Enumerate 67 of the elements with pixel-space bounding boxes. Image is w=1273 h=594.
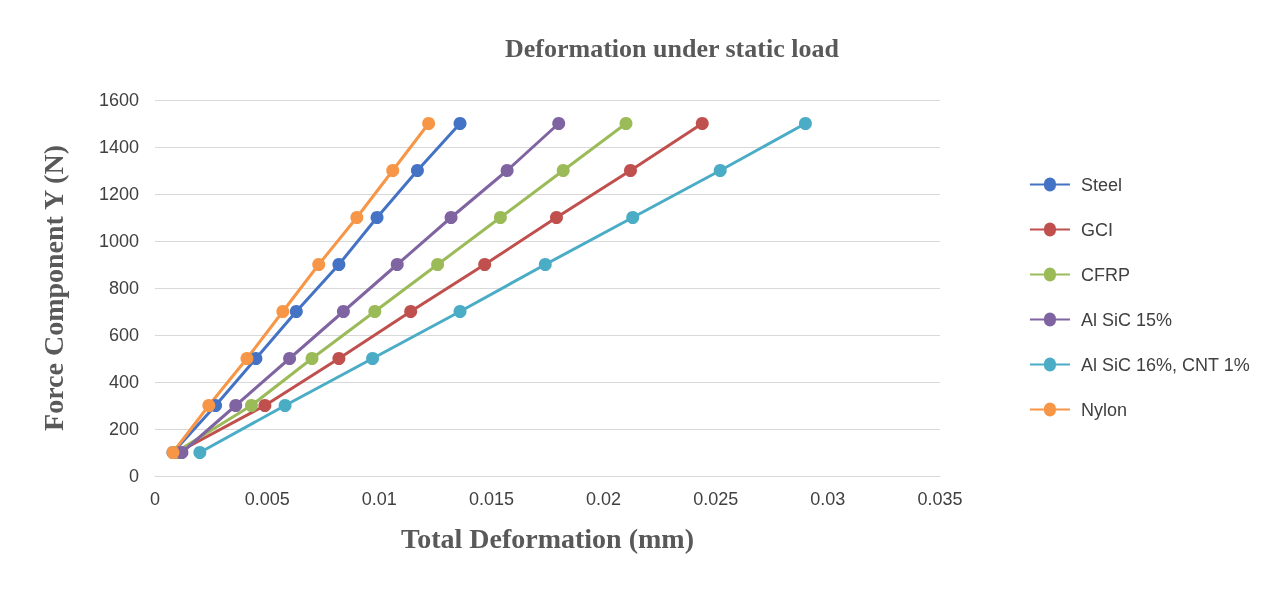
x-tick-label: 0	[149, 489, 161, 509]
point	[431, 258, 445, 271]
y-tick-label: 1200	[98, 184, 139, 204]
y-axis-title: Force Component Y (N)	[37, 145, 69, 431]
point	[350, 211, 364, 224]
point	[202, 399, 216, 412]
point	[404, 305, 418, 318]
legend-label: Nylon	[1080, 399, 1127, 420]
x-tick-label: 0.01	[361, 489, 397, 509]
point	[370, 211, 384, 224]
point	[626, 211, 640, 224]
x-tick-label: 0.015	[468, 489, 514, 509]
x-tick-label: 0.005	[244, 489, 290, 509]
point	[478, 258, 492, 271]
y-tick-label: 1600	[98, 90, 139, 110]
point	[278, 399, 292, 412]
point	[390, 258, 404, 271]
legend-label: GCI	[1080, 219, 1113, 240]
point	[240, 352, 254, 365]
point	[619, 117, 633, 130]
y-tick-label: 0	[128, 466, 139, 486]
y-tick-label: 1000	[98, 231, 139, 251]
point	[289, 305, 303, 318]
y-tick-label: 200	[108, 419, 139, 439]
point	[332, 352, 346, 365]
point	[453, 117, 467, 130]
point	[368, 305, 382, 318]
x-tick-label: 0.03	[810, 489, 846, 509]
point	[556, 164, 570, 177]
point	[366, 352, 380, 365]
point	[549, 211, 563, 224]
point	[695, 117, 709, 130]
point	[713, 164, 727, 177]
point	[798, 117, 812, 130]
point	[305, 352, 319, 365]
point	[444, 211, 458, 224]
x-axis-title: Total Deformation (mm)	[401, 522, 694, 554]
point	[258, 399, 272, 412]
point	[312, 258, 326, 271]
point	[624, 164, 637, 177]
point	[500, 164, 514, 177]
y-tick-label: 400	[108, 372, 139, 392]
point	[244, 399, 258, 412]
legend-label: CFRP	[1080, 264, 1130, 285]
point	[453, 305, 467, 318]
point	[229, 399, 243, 412]
legend-label: Al SiC 16%, CNT 1%	[1080, 354, 1250, 375]
legend-label: Al SiC 15%	[1080, 309, 1172, 330]
x-tick-label: 0.02	[586, 489, 622, 509]
x-tick-label: 0.035	[917, 489, 963, 509]
chart-title: Deformation under static load	[505, 33, 840, 63]
y-tick-label: 600	[108, 325, 139, 345]
point	[493, 211, 507, 224]
point	[276, 305, 290, 318]
legend-label: Steel	[1080, 174, 1122, 195]
point	[332, 258, 346, 271]
x-tick-label: 0.025	[693, 489, 739, 509]
point	[193, 446, 207, 459]
point	[410, 164, 424, 177]
point	[283, 352, 297, 365]
point	[538, 258, 552, 271]
point	[386, 164, 400, 177]
y-tick-label: 800	[108, 278, 139, 298]
point	[552, 117, 566, 130]
y-tick-label: 1400	[98, 137, 139, 157]
point	[336, 305, 350, 318]
point	[422, 117, 436, 130]
